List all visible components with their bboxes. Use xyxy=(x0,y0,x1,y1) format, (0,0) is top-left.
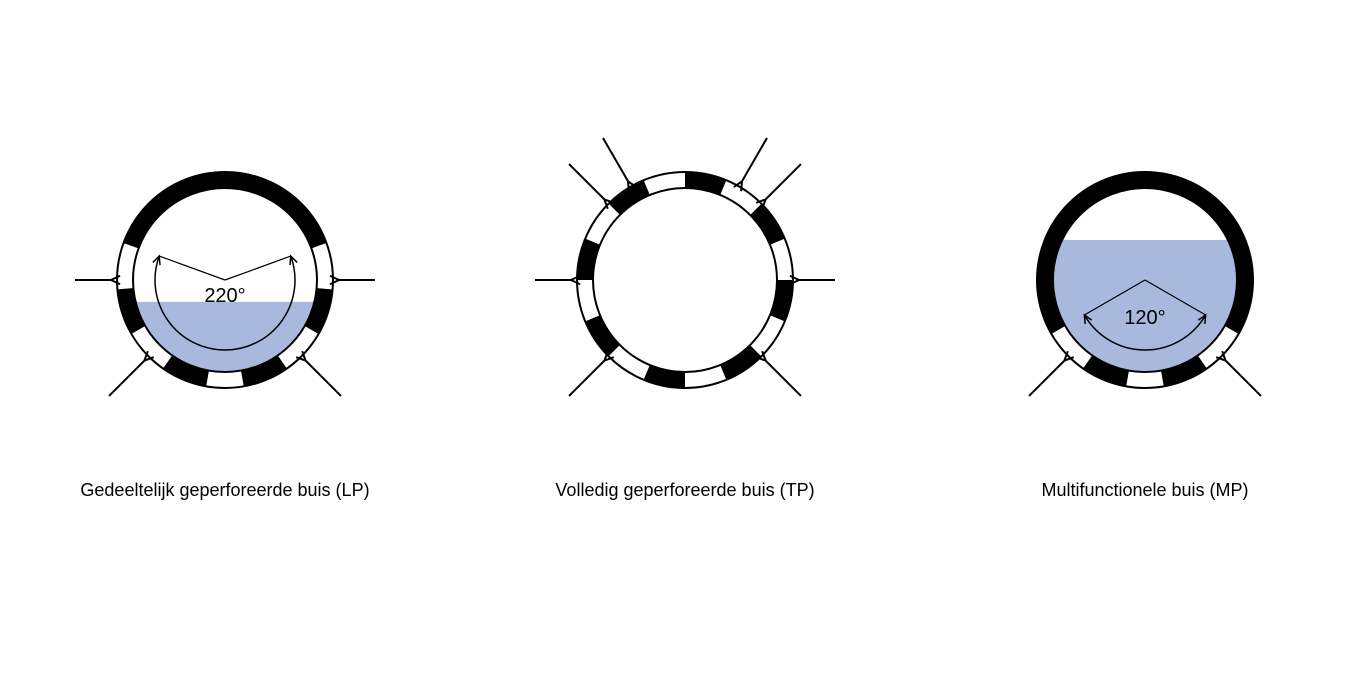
wall-segment xyxy=(685,172,726,195)
flow-arrow xyxy=(296,351,341,396)
flow-arrow xyxy=(569,351,614,396)
angle-label: 220° xyxy=(204,285,245,307)
flow-arrow xyxy=(790,276,835,284)
wall-segment xyxy=(1126,371,1164,388)
pipe-mp: 120° Multifunctionele buis (MP) xyxy=(955,120,1335,501)
wall-segment xyxy=(644,172,685,195)
pipe-mp-diagram: 120° xyxy=(995,120,1295,420)
wall-segment xyxy=(770,280,793,321)
flow-arrow xyxy=(756,164,801,209)
pipe-lp: 220° Gedeeltelijk geperforeerde buis (LP… xyxy=(35,120,415,501)
flow-arrow xyxy=(75,276,120,284)
pipe-lp-diagram: 220° xyxy=(75,120,375,420)
pipe-caption: Volledig geperforeerde buis (TP) xyxy=(555,480,814,501)
flow-arrow xyxy=(734,138,767,191)
flow-arrow xyxy=(603,138,636,191)
wall-segment xyxy=(124,172,327,249)
pipe-caption: Gedeeltelijk geperforeerde buis (LP) xyxy=(80,480,369,501)
flow-arrow xyxy=(1216,351,1261,396)
angle-label: 120° xyxy=(1124,307,1165,329)
flow-arrow xyxy=(756,351,801,396)
flow-arrow xyxy=(535,276,580,284)
wall-segment xyxy=(685,365,726,388)
wall-segment xyxy=(577,280,600,321)
flow-arrow xyxy=(1029,351,1074,396)
wall-segment xyxy=(577,239,600,280)
flow-arrow xyxy=(569,164,614,209)
flow-arrow xyxy=(330,276,375,284)
pipe-tp: Volledig geperforeerde buis (TP) xyxy=(495,120,875,501)
pipe-tp-diagram xyxy=(535,120,835,420)
wall-segment xyxy=(206,371,244,388)
flow-arrow xyxy=(109,351,154,396)
wall-segment xyxy=(644,365,685,388)
inner-ring xyxy=(593,188,777,372)
wall-segment xyxy=(770,239,793,280)
pipe-caption: Multifunctionele buis (MP) xyxy=(1041,480,1248,501)
